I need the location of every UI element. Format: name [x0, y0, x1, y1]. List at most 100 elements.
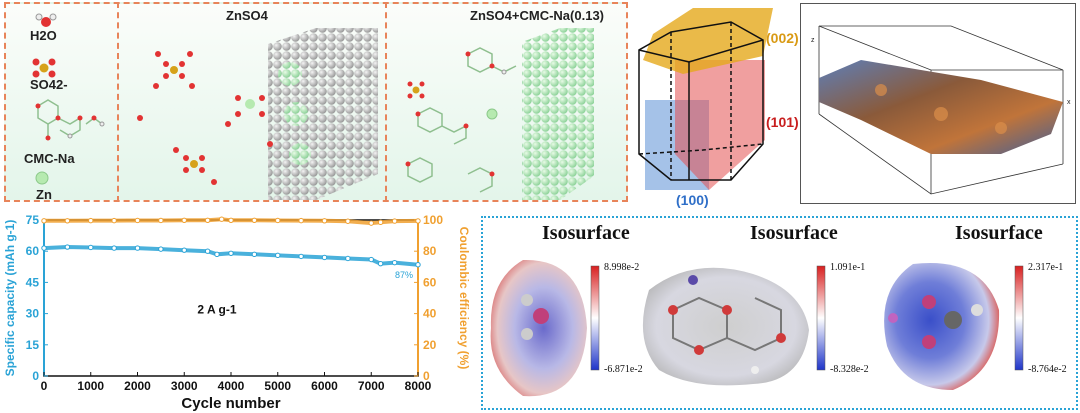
solvated-cluster-icon [173, 147, 217, 185]
surface-3d-plot: z x [811, 25, 1071, 195]
acetate-atoms-icon [888, 295, 983, 349]
series-1-point [275, 217, 281, 224]
colorbar-3 [1014, 265, 1024, 371]
series-0-point [181, 247, 187, 253]
panel-divider [117, 2, 119, 202]
x-tick-label: 2000 [124, 379, 151, 393]
dendrite-icon [278, 62, 302, 86]
retention-annotation: 87% [395, 270, 413, 280]
cmc-electrode-illustration [405, 28, 594, 200]
colorbar-1-min: -6.871e-2 [604, 364, 643, 375]
legend-label-cmc: CMC-Na [24, 151, 75, 166]
y-left-tick-label: 0 [32, 369, 39, 383]
y-right-tick-label: 100 [423, 213, 443, 227]
sulfate-icon [407, 81, 425, 99]
legend-label-so4: SO42- [30, 77, 68, 92]
cmc-oxygen-icon [668, 275, 786, 374]
series-1-point [345, 218, 351, 224]
legend-icons [32, 13, 105, 185]
colorbar-2 [816, 265, 826, 371]
isosurface-title-1: Isosurface [542, 222, 630, 244]
plane-label-002: (002) [766, 30, 799, 46]
series-0-point [321, 254, 328, 261]
y-right-tick-label: 40 [423, 307, 437, 321]
sulfate-icon [32, 58, 56, 78]
isosurface-title-3: Isosurface [955, 222, 1043, 244]
crystal-planes-diagram [638, 8, 773, 190]
y-left-tick-label: 75 [26, 213, 40, 227]
series-1-point [415, 218, 421, 224]
series-1-point [391, 218, 398, 224]
x-tick-label: 4000 [218, 379, 245, 393]
esp-surface-water [490, 259, 587, 397]
cmc-atoms-icon [35, 103, 105, 141]
series-1-point [41, 218, 47, 224]
x-tick-label: 3000 [171, 379, 198, 393]
series-1-point [218, 216, 225, 222]
plane-label-100: (100) [676, 192, 709, 208]
water-atoms-icon [521, 294, 549, 340]
solvated-cluster-icon [153, 51, 195, 89]
series-0-point [64, 244, 71, 250]
colorbar-1-max: 8.998e-2 [604, 262, 640, 273]
y-right-tick-label: 80 [423, 244, 437, 258]
series-0-point [368, 256, 374, 263]
series-1-point [158, 217, 164, 224]
legend-label-zn: Zn [36, 187, 52, 202]
cmc-chain-icon [407, 47, 517, 193]
series-1-point [368, 220, 374, 226]
axis-x-label: x [1067, 99, 1071, 106]
series-0-point [214, 251, 220, 258]
zinc-ion-icon [486, 108, 498, 120]
y-left-axis-title: Specific capacity (mAh g-1) [3, 220, 17, 377]
isosurface-title-2: Isosurface [750, 222, 838, 244]
series-0-point [41, 245, 47, 251]
panel-divider [385, 2, 387, 202]
series-1-point [204, 217, 211, 224]
esp-surface-acetate [884, 262, 1000, 390]
y-right-tick-label: 60 [423, 275, 437, 289]
series-1-point [228, 217, 234, 224]
znso4-electrode-illustration [137, 28, 378, 200]
condition-annotation: 2 A g-1 [197, 303, 236, 317]
y-left-tick-label: 15 [26, 338, 40, 352]
series-0-point [391, 259, 398, 266]
series-1-point [321, 218, 328, 224]
dendrite-icon [289, 143, 311, 165]
solvated-cluster-icon [225, 95, 265, 127]
y-right-tick-label: 20 [423, 338, 437, 352]
series-0-point [204, 248, 211, 254]
series-0-point [298, 253, 304, 260]
plot-frame [43, 219, 419, 377]
y-right-tick-label: 0 [423, 369, 430, 383]
plane-label-101: (101) [766, 114, 799, 130]
y-right-axis-title: Coulombic efficiency (%) [457, 227, 470, 370]
series-1-point [181, 217, 187, 224]
y-left-tick-label: 45 [26, 275, 40, 289]
series-1-point [134, 217, 141, 224]
colorbar-2-max: 1.091e-1 [830, 262, 866, 273]
esp-surface-cmc [642, 267, 809, 386]
water-molecule-icon [35, 13, 57, 27]
cmc-panel-title: ZnSO4+CMC-Na(0.13) [470, 8, 604, 23]
colorbar-3-max: 2.317e-1 [1028, 262, 1064, 273]
zn-electrode-green [522, 28, 594, 200]
series-0-point [345, 255, 351, 262]
plane-002-fill [643, 8, 773, 74]
cycling-chart: 0 1000 2000 3000 4000 5000 6000 7000 80000153045… [3, 213, 470, 412]
series-1-point [88, 217, 94, 224]
series-0-point [158, 246, 164, 252]
series-0-point [377, 260, 384, 267]
series-0-point [228, 250, 234, 256]
series-0-point [415, 262, 421, 268]
x-tick-label: 0 [41, 379, 48, 393]
series-0-point [134, 245, 141, 251]
dendrite-icon [284, 102, 308, 126]
series-1-point [64, 218, 71, 224]
cmc-atoms-icon [405, 51, 507, 177]
axis-z-label: z [811, 37, 815, 44]
colorbar-1 [590, 265, 600, 371]
series-0-point [275, 252, 281, 259]
series-1-point [111, 217, 117, 224]
hexagonal-prism-outline [638, 21, 764, 181]
